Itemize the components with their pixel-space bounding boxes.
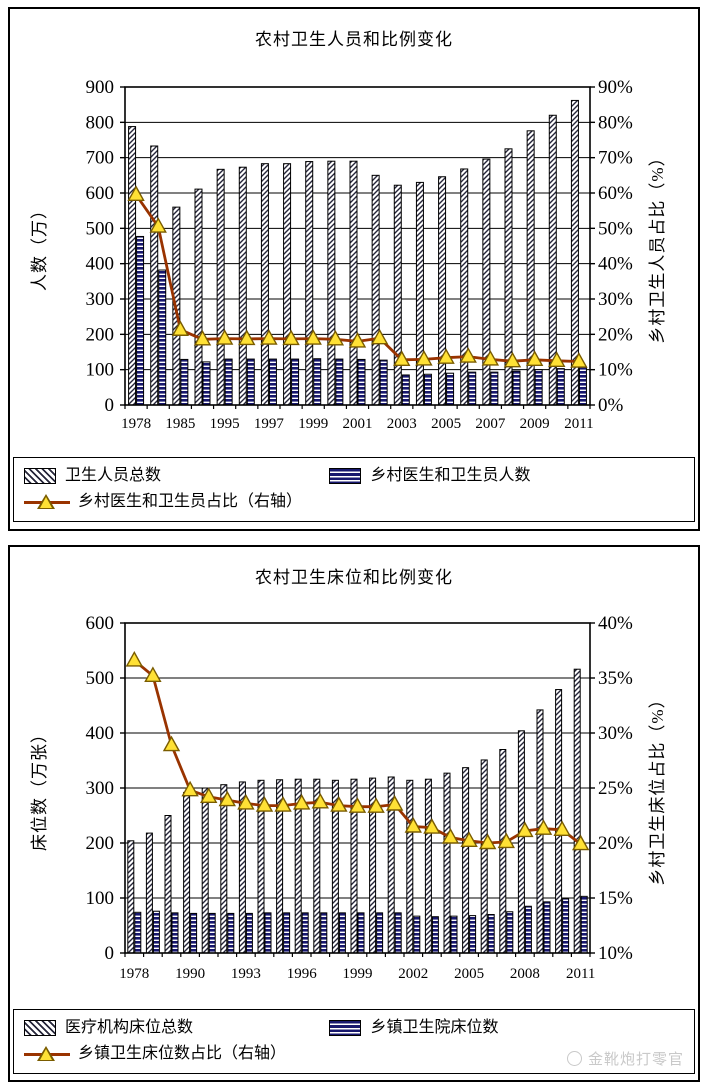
svg-text:0: 0 bbox=[105, 943, 115, 964]
svg-text:10%: 10% bbox=[598, 943, 633, 964]
legend-item-total-beds: 医疗机构床位总数 bbox=[24, 1015, 193, 1041]
svg-text:1978: 1978 bbox=[121, 416, 151, 432]
legend-item-doctor-ratio: 乡村医生和卫生员占比（右轴） bbox=[24, 489, 302, 515]
svg-text:900: 900 bbox=[86, 77, 115, 98]
legend-item-total-personnel: 卫生人员总数 bbox=[24, 463, 161, 489]
svg-text:1985: 1985 bbox=[165, 416, 195, 432]
svg-text:500: 500 bbox=[86, 218, 115, 239]
beds-chart: 0 100 200 300 400 500 600 10% 15% 20% 25% 30% 35% 40%… bbox=[86, 613, 634, 982]
watermark: 金靴炮打零官 bbox=[566, 1048, 684, 1069]
svg-text:60%: 60% bbox=[598, 183, 633, 204]
svg-text:100: 100 bbox=[86, 360, 115, 381]
svg-text:2002: 2002 bbox=[398, 966, 428, 982]
legend-personnel: 卫生人员总数 乡村医生和卫生员人数 乡村医生和卫生员占比（右轴） bbox=[13, 457, 695, 522]
personnel-chart: 0 100 200 300 400 500 600 700 800 900 0% 10% 20% 30% 4… bbox=[86, 77, 634, 432]
svg-text:600: 600 bbox=[86, 613, 115, 634]
right-axis-title: 乡村卫生床位占比（%） bbox=[648, 690, 667, 886]
legend-label: 乡村医生和卫生员人数 bbox=[370, 467, 531, 484]
svg-text:2009: 2009 bbox=[520, 416, 550, 432]
svg-text:500: 500 bbox=[86, 668, 115, 689]
diagonal-hatch-swatch-icon bbox=[24, 468, 56, 484]
svg-text:300: 300 bbox=[86, 778, 115, 799]
watermark-text: 金靴炮打零官 bbox=[587, 1052, 684, 1068]
svg-text:800: 800 bbox=[86, 112, 115, 133]
chart-title: 农村卫生床位和比例变化 bbox=[255, 568, 453, 587]
legend-label: 乡镇卫生床位数占比（右轴） bbox=[78, 1045, 287, 1062]
line-triangle-swatch-icon bbox=[24, 494, 70, 510]
chart-title: 农村卫生人员和比例变化 bbox=[255, 30, 453, 49]
svg-text:2005: 2005 bbox=[454, 966, 484, 982]
legend-label: 医疗机构床位总数 bbox=[65, 1019, 194, 1036]
svg-text:90%: 90% bbox=[598, 77, 633, 98]
svg-text:30%: 30% bbox=[598, 723, 633, 744]
svg-text:20%: 20% bbox=[598, 833, 633, 854]
chart-panel-beds: 农村卫生床位和比例变化 0 100 200 300 400 500 600 10% 15% 20%… bbox=[8, 545, 700, 1082]
legend-item-township-beds: 乡镇卫生院床位数 bbox=[329, 1015, 498, 1041]
legend-label: 卫生人员总数 bbox=[65, 467, 162, 484]
svg-text:2011: 2011 bbox=[566, 966, 595, 982]
svg-text:2001: 2001 bbox=[343, 416, 373, 432]
legend-label: 乡村医生和卫生员占比（右轴） bbox=[78, 493, 303, 510]
svg-text:30%: 30% bbox=[598, 289, 633, 310]
legend-row: 医疗机构床位总数 乡镇卫生院床位数 bbox=[24, 1015, 688, 1041]
svg-text:2003: 2003 bbox=[387, 416, 417, 432]
svg-text:25%: 25% bbox=[598, 778, 633, 799]
svg-text:1999: 1999 bbox=[298, 416, 328, 432]
svg-text:80%: 80% bbox=[598, 112, 633, 133]
svg-text:35%: 35% bbox=[598, 668, 633, 689]
svg-text:50%: 50% bbox=[598, 218, 633, 239]
legend-label: 乡镇卫生院床位数 bbox=[370, 1019, 499, 1036]
svg-text:15%: 15% bbox=[598, 888, 633, 909]
chart-panel-personnel: 农村卫生人员和比例变化 0 100 200 300 400 500 600 700 800 900… bbox=[8, 7, 700, 531]
svg-text:400: 400 bbox=[86, 254, 115, 275]
legend-row: 乡村医生和卫生员占比（右轴） bbox=[24, 489, 688, 515]
legend-beds: 医疗机构床位总数 乡镇卫生院床位数 乡镇卫生床位数占比（右轴） 金靴炮打零官 bbox=[13, 1009, 695, 1074]
svg-text:70%: 70% bbox=[598, 148, 633, 169]
legend-row: 乡镇卫生床位数占比（右轴） bbox=[24, 1041, 688, 1067]
legend-row: 卫生人员总数 乡村医生和卫生员人数 bbox=[24, 463, 688, 489]
svg-text:1999: 1999 bbox=[343, 966, 373, 982]
svg-text:1990: 1990 bbox=[175, 966, 205, 982]
svg-text:1996: 1996 bbox=[287, 966, 318, 982]
circle-logo-icon bbox=[566, 1051, 582, 1066]
svg-text:1995: 1995 bbox=[210, 416, 240, 432]
svg-text:2011: 2011 bbox=[564, 416, 593, 432]
left-axis-title: 人数（万） bbox=[30, 201, 49, 291]
right-axis-title: 乡村卫生人员占比（%） bbox=[648, 148, 667, 344]
svg-text:100: 100 bbox=[86, 888, 115, 909]
svg-text:40%: 40% bbox=[598, 613, 633, 634]
svg-text:0: 0 bbox=[105, 395, 115, 416]
svg-text:200: 200 bbox=[86, 324, 115, 345]
svg-text:2008: 2008 bbox=[510, 966, 540, 982]
legend-item-village-doctors: 乡村医生和卫生员人数 bbox=[329, 463, 530, 489]
svg-text:1993: 1993 bbox=[231, 966, 261, 982]
svg-text:2007: 2007 bbox=[475, 416, 506, 432]
horizontal-stripes-swatch-icon bbox=[329, 468, 362, 484]
line-triangle-swatch-icon bbox=[24, 1046, 70, 1062]
svg-text:600: 600 bbox=[86, 183, 115, 204]
left-axis-title: 床位数（万张） bbox=[30, 725, 49, 851]
svg-text:10%: 10% bbox=[598, 360, 633, 381]
svg-text:1997: 1997 bbox=[254, 416, 285, 432]
diagonal-hatch-swatch-icon bbox=[24, 1020, 56, 1036]
svg-text:400: 400 bbox=[86, 723, 115, 744]
svg-text:40%: 40% bbox=[598, 254, 633, 275]
svg-text:20%: 20% bbox=[598, 324, 633, 345]
horizontal-stripes-swatch-icon bbox=[329, 1020, 362, 1036]
svg-text:1978: 1978 bbox=[119, 966, 149, 982]
svg-text:0%: 0% bbox=[598, 395, 624, 416]
svg-text:2005: 2005 bbox=[431, 416, 461, 432]
legend-item-bed-ratio: 乡镇卫生床位数占比（右轴） bbox=[24, 1041, 286, 1067]
svg-text:700: 700 bbox=[86, 148, 115, 169]
svg-text:200: 200 bbox=[86, 833, 115, 854]
svg-text:300: 300 bbox=[86, 289, 115, 310]
